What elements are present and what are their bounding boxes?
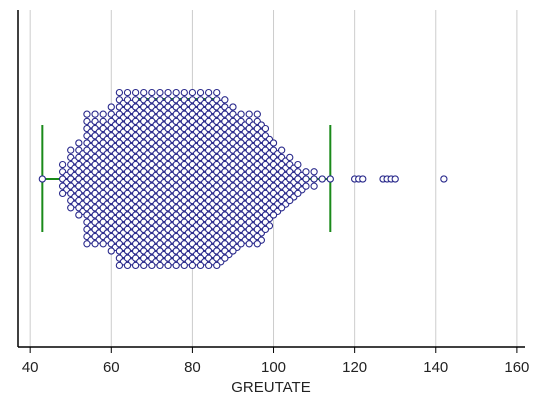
data-point xyxy=(310,175,318,183)
data-point xyxy=(131,88,140,97)
data-point xyxy=(221,96,229,104)
data-point xyxy=(213,88,221,97)
data-point xyxy=(237,110,245,118)
data-point xyxy=(156,261,164,270)
data-point xyxy=(302,182,310,190)
data-point xyxy=(75,139,83,147)
x-tick-label-160: 160 xyxy=(504,359,529,376)
data-point xyxy=(294,189,302,198)
data-point xyxy=(180,88,188,97)
data-point xyxy=(99,110,107,118)
data-point xyxy=(245,110,253,118)
data-point xyxy=(277,146,286,154)
data-point xyxy=(196,261,205,270)
data-point xyxy=(99,240,107,248)
x-tick-label-80: 80 xyxy=(184,359,201,376)
data-point xyxy=(221,254,229,262)
data-point xyxy=(123,261,132,270)
data-point xyxy=(302,168,310,176)
x-tick-label-100: 100 xyxy=(261,359,286,376)
x-tick-labels: 40 60 80 100 120 140 160 xyxy=(22,347,529,376)
data-point xyxy=(310,168,318,176)
data-point xyxy=(204,261,213,270)
x-tick-label-120: 120 xyxy=(342,359,367,376)
data-points xyxy=(38,88,448,270)
data-point xyxy=(261,225,270,234)
data-point xyxy=(294,160,302,169)
data-point xyxy=(229,103,237,111)
data-point xyxy=(148,261,156,270)
outlier-point xyxy=(440,175,448,183)
data-point xyxy=(67,204,75,212)
data-point xyxy=(172,88,180,97)
data-point xyxy=(188,88,197,97)
data-point xyxy=(204,88,213,97)
data-point xyxy=(237,240,245,248)
data-point xyxy=(164,261,172,270)
data-point xyxy=(253,110,261,118)
data-point xyxy=(302,175,310,183)
data-point xyxy=(326,175,334,183)
data-point xyxy=(286,153,294,162)
data-point xyxy=(196,88,205,97)
outlier-point xyxy=(391,175,399,183)
data-point xyxy=(261,124,270,133)
data-point xyxy=(140,261,148,270)
data-point xyxy=(164,88,172,97)
data-point xyxy=(269,211,278,219)
data-point xyxy=(83,110,91,118)
data-point xyxy=(107,103,115,111)
data-point xyxy=(188,261,197,270)
data-point xyxy=(172,261,180,270)
data-point xyxy=(229,247,237,255)
outlier-point xyxy=(359,175,367,183)
data-point xyxy=(123,88,132,97)
data-point xyxy=(83,240,91,248)
data-point xyxy=(91,240,99,248)
data-point xyxy=(67,146,75,154)
data-point xyxy=(58,160,67,169)
data-point xyxy=(58,189,67,198)
data-point xyxy=(156,88,164,97)
data-point xyxy=(269,139,278,147)
data-point xyxy=(91,110,99,118)
data-point xyxy=(38,175,46,183)
data-point xyxy=(310,182,318,190)
x-tick-label-140: 140 xyxy=(423,359,448,376)
data-point xyxy=(180,261,188,270)
data-point xyxy=(75,211,83,219)
data-point xyxy=(253,240,261,248)
data-point xyxy=(286,196,294,205)
data-point xyxy=(277,204,286,212)
data-point xyxy=(131,261,140,270)
data-point xyxy=(115,261,124,270)
data-point xyxy=(245,240,253,248)
x-tick-label-40: 40 xyxy=(22,359,39,376)
axes xyxy=(17,10,525,348)
data-point xyxy=(140,88,148,97)
data-point xyxy=(318,175,326,183)
x-tick-label-60: 60 xyxy=(103,359,120,376)
x-axis-title: GREUTATE xyxy=(231,379,310,396)
data-point xyxy=(115,88,124,97)
data-point xyxy=(148,88,156,97)
data-point xyxy=(213,261,221,270)
data-point xyxy=(107,247,115,255)
